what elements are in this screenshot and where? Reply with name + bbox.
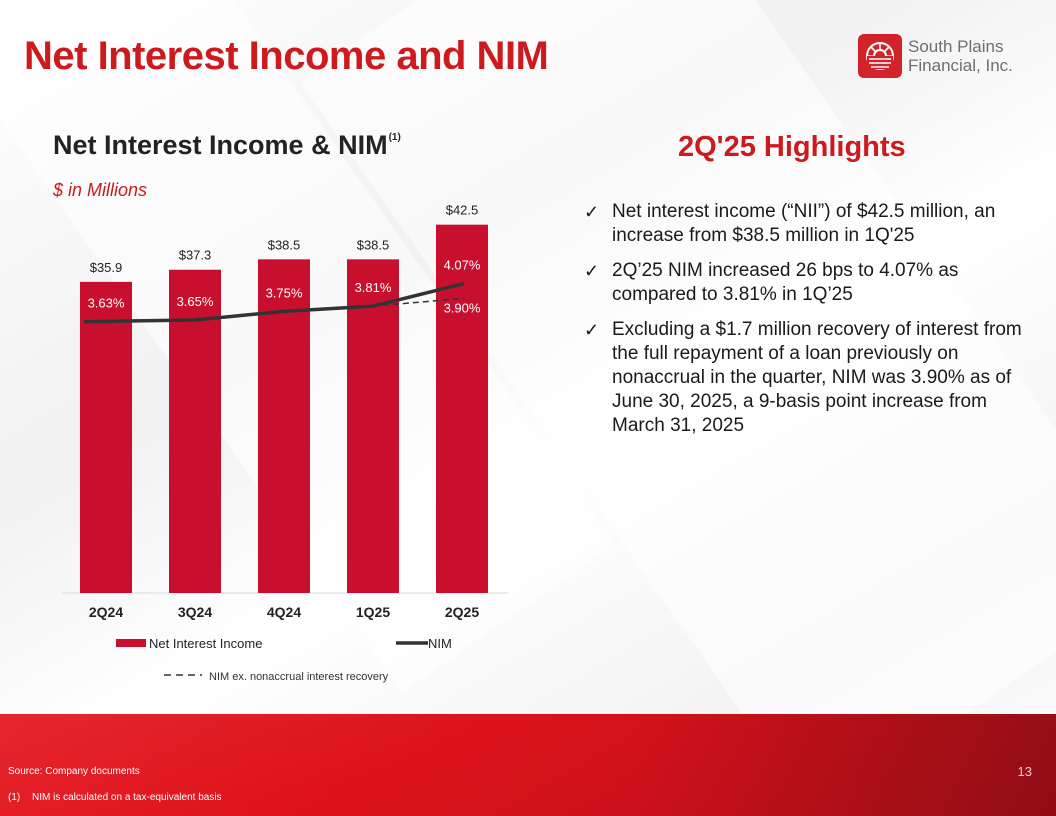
bar-value-label: $37.3 — [179, 248, 212, 263]
nii-nim-chart: $35.9 $37.3 $38.5 $38.5 $42.5 2Q24 3Q24 4Q24 1Q2… — [62, 203, 508, 683]
highlight-text: Excluding a $1.7 million recovery of int… — [612, 319, 1022, 436]
logo-line2: Financial, Inc. — [908, 56, 1013, 75]
checkmark-icon: ✓ — [584, 261, 600, 281]
footer-band — [0, 714, 1056, 816]
bar-value-label: $42.5 — [446, 203, 479, 218]
bar-nii — [347, 259, 399, 593]
x-tick-label: 2Q25 — [445, 604, 479, 620]
footnote: (1) NIM is calculated on a tax-equivalent… — [8, 792, 222, 803]
x-tick-label: 1Q25 — [356, 604, 390, 620]
nim-value-label: 4.07% — [444, 258, 481, 273]
bar-value-label: $38.5 — [268, 237, 301, 252]
highlight-item: ✓ Net interest income (“NII”) of $42.5 mi… — [584, 200, 1034, 248]
footnote-text: NIM is calculated on a tax-equivalent ba… — [32, 792, 222, 803]
company-logo: South Plains Financial, Inc. — [858, 33, 1038, 79]
x-tick-label: 4Q24 — [267, 604, 301, 620]
nim-value-label: 3.65% — [177, 294, 214, 309]
sun-logo-icon — [858, 34, 902, 78]
chart-title-footnote-marker: (1) — [388, 132, 401, 143]
chart-subtitle: $ in Millions — [53, 180, 148, 200]
logo-text: South Plains Financial, Inc. — [908, 37, 1013, 75]
legend-label-nim: NIM — [428, 636, 452, 651]
nim-ex-value-label: 3.90% — [444, 300, 481, 315]
bar-value-label: $38.5 — [357, 237, 390, 252]
legend-label-nim-ex: NIM ex. nonaccrual interest recovery — [209, 671, 389, 683]
checkmark-icon: ✓ — [584, 202, 600, 222]
bar-nii — [80, 281, 132, 593]
highlight-text: 2Q’25 NIM increased 26 bps to 4.07% as c… — [612, 260, 959, 305]
highlight-item: ✓ 2Q’25 NIM increased 26 bps to 4.07% as … — [584, 259, 1034, 307]
legend-label-nii: Net Interest Income — [149, 636, 262, 651]
highlights-title: 2Q'25 Highlights — [678, 131, 906, 163]
nim-value-label: 3.81% — [355, 280, 392, 295]
bar-nii — [436, 224, 488, 593]
bar-nii — [258, 259, 310, 593]
checkmark-icon: ✓ — [584, 320, 600, 340]
x-tick-label: 3Q24 — [178, 604, 212, 620]
nim-value-label: 3.63% — [88, 296, 125, 311]
logo-line1: South Plains — [908, 37, 1004, 56]
page-number: 13 — [1017, 764, 1032, 779]
bar-value-label: $35.9 — [90, 260, 123, 275]
chart-title: Net Interest Income & NIM(1) — [53, 130, 401, 161]
legend-swatch-nii — [116, 639, 146, 647]
highlight-text: Net interest income (“NII”) of $42.5 mil… — [612, 201, 996, 246]
source-note: Source: Company documents — [8, 766, 140, 777]
bar-nii — [169, 269, 221, 593]
highlights-list: ✓ Net interest income (“NII”) of $42.5 mi… — [584, 200, 1034, 449]
x-tick-label: 2Q24 — [89, 604, 123, 620]
highlight-item: ✓ Excluding a $1.7 million recovery of in… — [584, 318, 1034, 438]
nim-value-label: 3.75% — [266, 285, 303, 300]
page-title: Net Interest Income and NIM — [24, 34, 549, 78]
chart-title-text: Net Interest Income & NIM — [53, 130, 388, 160]
footnote-number: (1) — [8, 792, 21, 803]
nim-ex-recovery-line — [372, 297, 465, 307]
nim-line — [83, 281, 465, 324]
